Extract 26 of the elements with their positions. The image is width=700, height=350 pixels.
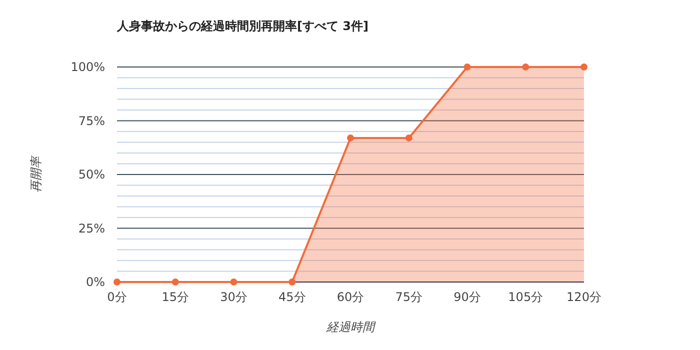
point	[405, 134, 412, 142]
y-tick-label: 100%	[70, 60, 105, 74]
point	[288, 278, 296, 286]
x-tick-label: 90分	[454, 290, 481, 304]
point	[580, 64, 588, 70]
x-tick-label: 105分	[508, 290, 544, 304]
x-tick-label: 15分	[162, 290, 190, 304]
point	[172, 278, 179, 286]
y-tick-label: 75%	[78, 114, 105, 128]
y-tick-label: 50%	[78, 168, 105, 182]
point	[230, 278, 238, 286]
x-tick-label: 0分	[107, 290, 127, 304]
x-tick-label: 45分	[278, 290, 306, 304]
y-tick-label: 25%	[78, 221, 105, 236]
point	[347, 134, 354, 142]
point	[522, 64, 530, 70]
chart-title: 人身事故からの経過時間別再開率[すべて 3件]	[116, 19, 368, 33]
x-tick-label: 30分	[220, 290, 248, 304]
y-tick-label: 0%	[86, 275, 105, 289]
point	[464, 64, 471, 70]
x-tick-label: 60分	[336, 290, 364, 304]
y-axis-title: 再開率	[29, 154, 43, 192]
x-tick-label: 75分	[395, 290, 423, 304]
point	[114, 278, 120, 286]
x-axis-title: 経過時間	[326, 320, 376, 334]
x-tick-label: 120分	[566, 290, 602, 304]
